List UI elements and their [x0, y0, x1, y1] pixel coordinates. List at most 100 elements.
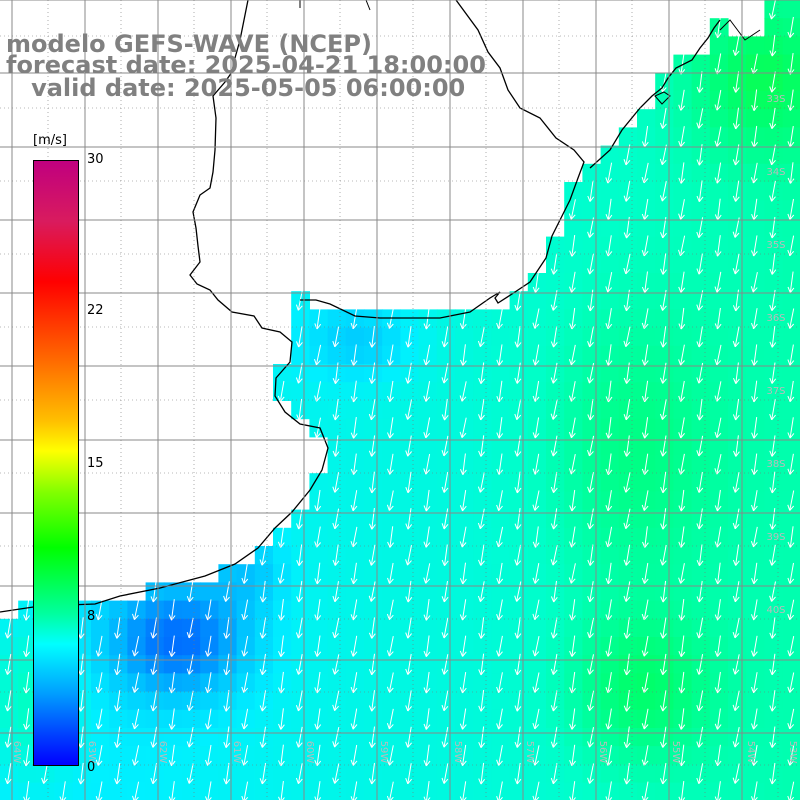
wind-arrow: [132, 745, 140, 766]
wind-arrow: [714, 599, 722, 621]
wind-speed-cell: [509, 782, 529, 800]
wind-speed-cell: [382, 546, 401, 565]
wind-arrow: [587, 435, 595, 457]
wind-arrow: [387, 344, 394, 366]
wind-speed-cell: [746, 436, 765, 456]
wind-arrow: [477, 326, 485, 348]
wind-arrow: [587, 398, 595, 421]
wind-speed-cell: [364, 782, 383, 800]
wind-speed-cell: [691, 273, 711, 292]
lat-label: 37S: [766, 386, 785, 397]
wind-arrow: [4, 617, 12, 639]
wind-arrow: [732, 180, 740, 202]
wind-speed-cell: [527, 436, 547, 456]
wind-speed-cell: [637, 436, 656, 456]
wind-speed-cell: [782, 618, 800, 638]
wind-speed-cell: [600, 618, 620, 638]
wind-speed-cell: [418, 728, 438, 747]
wind-arrow: [732, 253, 740, 275]
wind-speed-cell: [527, 473, 547, 492]
wind-arrow: [295, 763, 303, 785]
wind-speed-cell: [527, 691, 547, 711]
wind-arrow: [769, 144, 776, 166]
wind-arrow: [114, 653, 121, 676]
wind-speed-cell: [527, 291, 547, 310]
wind-speed-cell: [254, 709, 274, 729]
wind-speed-cell: [491, 691, 511, 711]
wind-arrow: [641, 344, 649, 366]
wind-arrow: [150, 653, 158, 675]
wind-speed-cell: [618, 746, 638, 765]
wind-speed-cell: [291, 709, 310, 729]
wind-arrow: [568, 454, 576, 475]
wind-speed-cell: [618, 564, 638, 583]
wind-speed-cell: [691, 54, 711, 74]
wind-speed-cell: [182, 600, 201, 620]
wind-arrow: [441, 326, 449, 348]
wind-arrow: [478, 690, 486, 712]
wind-speed-cell: [345, 764, 365, 784]
wind-speed-cell: [418, 473, 438, 492]
wind-arrow: [769, 690, 777, 712]
wind-arrow: [787, 126, 795, 148]
wind-speed-cell: [655, 345, 674, 365]
wind-speed-cell: [327, 673, 347, 693]
wind-speed-cell: [236, 655, 256, 674]
wind-speed-cell: [564, 691, 583, 711]
wind-speed-cell: [473, 637, 492, 656]
wind-arrow: [732, 217, 740, 238]
wind-speed-cell: [345, 364, 365, 383]
wind-speed-cell: [491, 327, 511, 347]
wind-speed-cell: [546, 418, 565, 438]
wind-speed-cell: [782, 254, 800, 274]
wind-arrow: [295, 654, 303, 675]
wind-arrow: [459, 417, 467, 439]
wind-speed-cell: [764, 345, 784, 365]
wind-speed-cell: [728, 54, 747, 74]
wind-arrow: [532, 453, 540, 475]
wind-speed-cell: [728, 236, 747, 256]
wind-arrow: [714, 417, 722, 439]
wind-arrow: [696, 435, 704, 457]
wind-arrow: [532, 635, 540, 657]
wind-speed-cell: [273, 764, 292, 784]
wind-arrow: [332, 508, 340, 530]
wind-speed-cell: [436, 673, 456, 693]
wind-arrow: [587, 617, 594, 639]
wind-speed-cell: [600, 182, 620, 201]
wind-speed-cell: [291, 746, 310, 765]
wind-arrow: [23, 708, 30, 730]
wind-speed-cell: [691, 455, 711, 474]
wind-arrow: [751, 125, 758, 148]
wind-speed-cell: [546, 746, 565, 765]
wind-speed-cell: [600, 291, 620, 310]
wind-speed-cell: [127, 764, 147, 784]
wind-arrow: [77, 762, 85, 785]
wind-arrow: [623, 762, 631, 785]
wind-speed-cell: [127, 728, 147, 747]
wind-speed-cell: [436, 527, 456, 547]
wind-speed-cell: [637, 728, 656, 747]
wind-speed-cell: [218, 600, 238, 620]
wind-speed-cell: [618, 782, 638, 800]
wind-arrow: [714, 89, 722, 111]
lon-label: 54W: [745, 741, 756, 764]
wind-arrow: [605, 562, 613, 585]
wind-speed-cell: [637, 182, 656, 201]
wind-arrow: [678, 307, 686, 330]
wind-arrow: [787, 453, 795, 475]
wind-speed-cell: [364, 382, 383, 401]
wind-arrow: [514, 435, 522, 457]
wind-speed-cell: [309, 618, 329, 638]
wind-speed-cell: [618, 418, 638, 438]
wind-speed-cell: [509, 309, 529, 329]
wind-arrow: [532, 490, 540, 511]
wind-speed-cell: [673, 509, 693, 529]
wind-arrow: [132, 708, 140, 730]
wind-arrow: [569, 599, 576, 621]
wind-speed-cell: [455, 655, 474, 674]
wind-arrow: [623, 690, 631, 712]
wind-speed-cell: [491, 509, 511, 529]
wind-arrow: [623, 581, 631, 602]
wind-arrow: [386, 490, 394, 511]
